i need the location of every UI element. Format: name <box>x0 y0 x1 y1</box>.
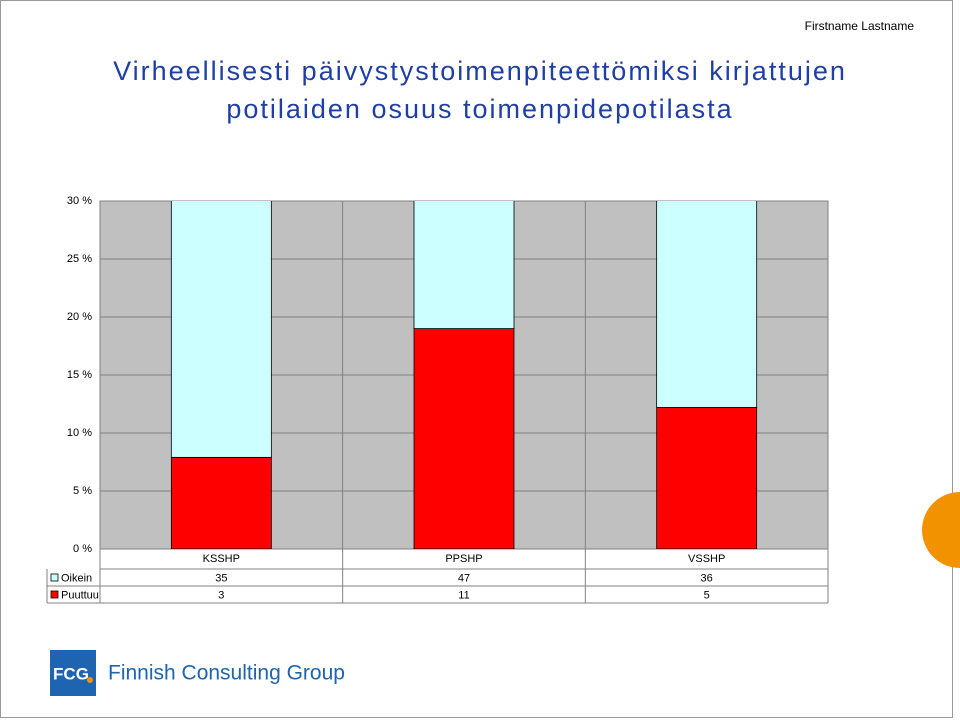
y-tick-label: 25 % <box>67 253 92 265</box>
y-tick-label: 5 % <box>73 485 92 497</box>
table-cell: 11 <box>458 589 469 601</box>
bar-segment <box>656 201 758 408</box>
bar-segment <box>170 201 272 458</box>
bars <box>170 201 758 549</box>
author: Firstname Lastname <box>805 19 915 33</box>
x-tick-label: PPSHP <box>445 553 482 565</box>
table-cell: 35 <box>215 572 227 584</box>
x-tick-label: VSSHP <box>688 553 725 565</box>
legend-label: Oikein <box>61 572 92 584</box>
bar-segment <box>170 456 272 549</box>
y-tick-label: 0 % <box>73 543 92 555</box>
legend-label: Puuttuu <box>61 589 99 601</box>
y-tick-label: 15 % <box>67 369 92 381</box>
x-tick-label: KSSHP <box>203 553 240 565</box>
plot: 0 % 5 % 10 % 15 % 20 % 25 % 30 % KSSHP PPSHP VSSH… <box>46 195 829 604</box>
table-cell: 3 <box>218 589 224 601</box>
bar-segment <box>413 328 515 549</box>
table-cell: 5 <box>704 589 710 601</box>
logo-dot <box>87 677 93 683</box>
bar-segment <box>656 407 758 549</box>
table-cell: 47 <box>458 572 470 584</box>
logo-box <box>50 650 96 696</box>
legend-swatch <box>50 590 59 599</box>
logo-text: Finnish Consulting Group <box>108 662 345 685</box>
y-tick-label: 10 % <box>67 427 92 439</box>
y-tick-label: 20 % <box>67 311 92 323</box>
chart-title: Virheellisesti päivystystoimenpiteettömi… <box>113 56 847 124</box>
bar-segment <box>413 201 515 329</box>
logo-mark: FCG <box>53 664 89 683</box>
decor-circle <box>922 492 960 568</box>
legend-swatch <box>50 573 59 582</box>
table-cell: 36 <box>701 572 713 584</box>
y-tick-label: 30 % <box>67 195 92 207</box>
